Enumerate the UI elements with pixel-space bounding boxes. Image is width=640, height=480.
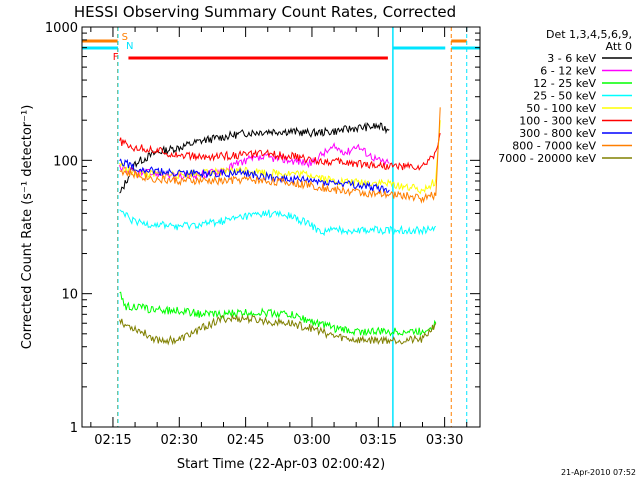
legend-header-line-1: Det 1,3,4,5,6,9, bbox=[546, 28, 632, 41]
flag-layer: SNF bbox=[82, 27, 480, 427]
legend-label: 7000 - 20000 keV bbox=[498, 152, 596, 165]
series-layer bbox=[119, 107, 441, 346]
flag-label-n: N bbox=[126, 41, 133, 52]
y-tick-label: 1 bbox=[70, 421, 78, 436]
legend-label: 12 - 25 keV bbox=[533, 77, 596, 90]
flag-label-f: F bbox=[113, 52, 119, 63]
y-tick-label: 100 bbox=[53, 154, 78, 169]
legend-label: 100 - 300 keV bbox=[519, 115, 596, 128]
x-tick-label: 02:15 bbox=[94, 433, 131, 448]
series-line-8 bbox=[119, 313, 437, 346]
y-tick-label: 10 bbox=[61, 288, 78, 303]
x-tick-label: 02:45 bbox=[227, 433, 264, 448]
series-line-3 bbox=[119, 209, 437, 237]
x-tick-label: 03:15 bbox=[360, 433, 397, 448]
series-line-5 bbox=[119, 132, 441, 171]
chart-title: HESSI Observing Summary Count Rates, Cor… bbox=[74, 3, 456, 21]
legend-label: 25 - 50 keV bbox=[533, 90, 596, 103]
tick-layer bbox=[82, 26, 480, 428]
series-line-7 bbox=[119, 107, 441, 204]
x-tick-labels: 02:15 02:30 02:45 03:00 03:15 03:30 bbox=[94, 433, 463, 448]
x-tick-label: 03:00 bbox=[293, 433, 330, 448]
series-line-0 bbox=[119, 122, 390, 194]
plot-frame bbox=[81, 26, 481, 428]
x-tick-label: 03:30 bbox=[426, 433, 463, 448]
legend-label: 6 - 12 keV bbox=[540, 65, 596, 78]
x-axis-label: Start Time (22-Apr-03 02:00:42) bbox=[177, 457, 385, 472]
legend-label: 3 - 6 keV bbox=[547, 52, 596, 65]
y-tick-labels: 1 10 100 1000 bbox=[45, 21, 78, 436]
series-line-2 bbox=[119, 291, 437, 337]
legend-label: 50 - 100 keV bbox=[526, 102, 596, 115]
y-tick-label: 1000 bbox=[45, 21, 78, 36]
flag-label-s: S bbox=[122, 32, 128, 43]
legend-header-line-2: Att 0 bbox=[606, 40, 632, 53]
x-tick-label: 02:30 bbox=[161, 433, 198, 448]
y-axis-label: Corrected Count Rate (s⁻¹ detector⁻¹) bbox=[20, 105, 35, 350]
render-timestamp: 21-Apr-2010 07:52 bbox=[561, 468, 636, 477]
legend-label: 800 - 7000 keV bbox=[512, 140, 596, 153]
series-line-6 bbox=[119, 158, 390, 194]
legend-label: 300 - 800 keV bbox=[519, 127, 596, 140]
